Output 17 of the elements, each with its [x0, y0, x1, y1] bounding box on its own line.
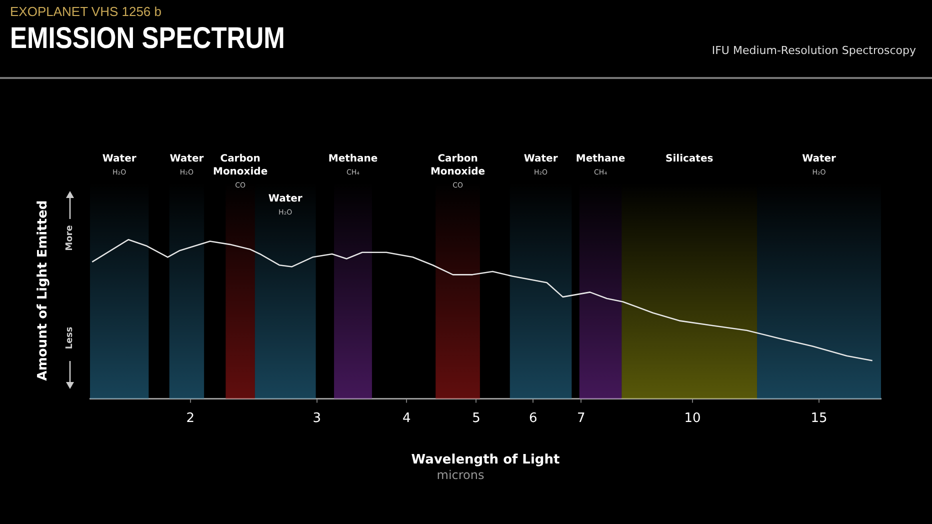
x-axis-title: Wavelength of Light: [411, 452, 560, 468]
x-tick-label: 4: [402, 410, 411, 426]
text: microns: [436, 468, 484, 482]
band-label: Silicates: [666, 154, 714, 165]
chart-subtitle: EXOPLANET VHS 1256 b: [10, 4, 162, 19]
x-tick-label: 5: [472, 410, 480, 426]
chart-title: EMISSION SPECTRUM: [10, 22, 285, 56]
x-tick-label: 10: [684, 410, 701, 426]
text: More: [65, 224, 75, 253]
x-tick-label: 6: [528, 410, 538, 426]
x-tick-label: 2: [186, 410, 194, 426]
text: Less: [65, 326, 75, 352]
x-tick-label: 15: [810, 410, 828, 426]
text: IFU Medium-Resolution Spectroscopy: [712, 44, 916, 57]
x-tick-label: 3: [312, 410, 321, 426]
x-tick-label: 7: [577, 410, 586, 426]
y-axis-title: Amount of Light Emitted: [36, 199, 50, 383]
